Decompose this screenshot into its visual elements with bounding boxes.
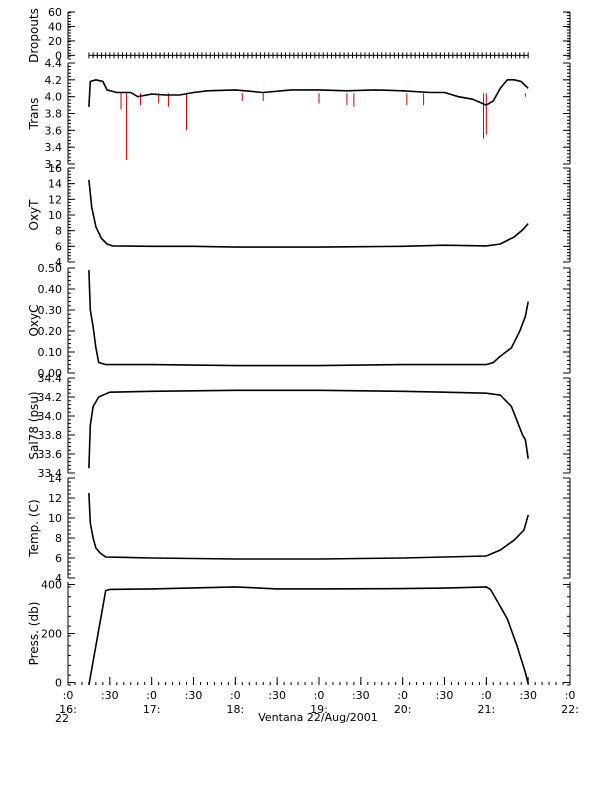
- y-tick-label: 16: [48, 162, 62, 175]
- y-axis-label: OxyT: [27, 199, 41, 231]
- y-tick-label: 20: [48, 35, 62, 48]
- y-tick-label: 10: [48, 512, 62, 525]
- y-tick-label: 8: [55, 225, 62, 238]
- x-tick-label: :0: [63, 689, 74, 702]
- y-tick-label: 400: [41, 578, 62, 591]
- y-axis-label: OxyC: [27, 304, 41, 336]
- y-tick-label: 60: [48, 6, 62, 19]
- y-axis-label: Press. (db): [27, 602, 41, 666]
- y-tick-label: 33.8: [38, 429, 63, 442]
- x-tick-label: :0: [565, 689, 576, 702]
- x-tick-sublabel: 19:: [310, 703, 328, 716]
- y-tick-label: 14: [48, 472, 62, 485]
- panels-group: 0204060Dropouts3.23.43.63.84.04.24.4Tran…: [27, 6, 571, 690]
- y-tick-label: 34.4: [38, 372, 63, 385]
- x-tick-sublabel: 17:: [143, 703, 161, 716]
- y-tick-label: 4.0: [45, 91, 63, 104]
- y-tick-label: 12: [48, 492, 62, 505]
- x-tick-label: :30: [352, 689, 370, 702]
- y-tick-label: 4.2: [45, 74, 63, 87]
- x-tick-label: :0: [230, 689, 241, 702]
- y-tick-label: 0.40: [38, 283, 63, 296]
- x-tick-label: :0: [314, 689, 325, 702]
- x-tick-sublabel: 20:: [394, 703, 412, 716]
- x-tick-label: :30: [436, 689, 454, 702]
- panel-temp: 4 6 8 10 12 14 Temp. (C): [27, 472, 571, 585]
- y-tick-label: 3.4: [45, 141, 63, 154]
- series-line: [88, 78, 529, 107]
- y-axis-label: Sal78 (psu): [27, 391, 41, 459]
- y-tick-label: 12: [48, 193, 62, 206]
- y-tick-label: 0: [55, 677, 62, 690]
- y-tick-label: 0: [55, 49, 62, 62]
- x-day-label: 22: [55, 712, 69, 725]
- y-tick-label: 8: [55, 532, 62, 545]
- y-tick-label: 10: [48, 209, 62, 222]
- panel-oxyc: 0.00 0.10 0.20 0.30 0.40 0.50 OxyC: [27, 262, 571, 380]
- y-tick-label: 0.50: [38, 262, 63, 275]
- panel-trans: 3.2 3.4 3.6 3.8 4.0 4.2 4.4 Trans: [27, 57, 571, 171]
- y-tick-label: 3.8: [45, 108, 63, 121]
- panel-oxyt: 4 6 8 10 12 14 16 OxyT: [27, 162, 571, 269]
- y-tick-label: 3.2: [45, 158, 63, 171]
- series-line: [88, 179, 529, 248]
- x-tick-sublabel: 18:: [226, 703, 244, 716]
- y-tick-label: 0.00: [38, 367, 63, 380]
- x-tick-sublabel: 21:: [477, 703, 495, 716]
- x-tick-sublabel: 16:: [59, 703, 77, 716]
- y-tick-label: 33.4: [38, 467, 63, 480]
- x-tick-label: :30: [101, 689, 119, 702]
- series-line: [88, 586, 529, 686]
- x-axis-label: Ventana 22/Aug/2001: [258, 711, 378, 724]
- x-tick-label: :30: [185, 689, 203, 702]
- y-tick-label: 34.0: [38, 410, 63, 423]
- y-tick-label: 3.6: [45, 124, 63, 137]
- y-tick-label: 14: [48, 178, 62, 191]
- y-tick-label: 4: [55, 256, 62, 269]
- y-tick-label: 4.4: [45, 57, 63, 70]
- y-tick-label: 6: [55, 552, 62, 565]
- y-tick-label: 33.6: [38, 448, 63, 461]
- series-line: [88, 389, 529, 469]
- y-tick-label: 4: [55, 572, 62, 585]
- y-axis-label: Temp. (C): [27, 499, 41, 557]
- x-tick-label: :30: [519, 689, 537, 702]
- x-tick-sublabel: 22:: [561, 703, 579, 716]
- x-tick-label: :0: [397, 689, 408, 702]
- y-tick-label: 0.10: [38, 346, 63, 359]
- x-axis: Ventana 22/Aug/2001 22 :016::30:017::30:…: [55, 677, 579, 725]
- x-tick-label: :0: [481, 689, 492, 702]
- x-tick-label: :0: [146, 689, 157, 702]
- series-line: [88, 270, 529, 367]
- y-tick-label: 0.20: [38, 325, 63, 338]
- y-tick-label: 200: [41, 628, 62, 641]
- y-tick-label: 34.2: [38, 391, 63, 404]
- y-tick-label: 6: [55, 240, 62, 253]
- y-axis-label: Trans: [27, 98, 41, 131]
- y-tick-label: 40: [48, 20, 62, 33]
- x-tick-label: :30: [268, 689, 286, 702]
- panel-sal: 33.4 33.6 33.8 34.0 34.2 34.4 Sal78 (psu): [27, 372, 571, 480]
- series-line: [88, 492, 529, 560]
- y-axis-label: Dropouts: [27, 8, 41, 63]
- y-tick-label: 0.30: [38, 304, 63, 317]
